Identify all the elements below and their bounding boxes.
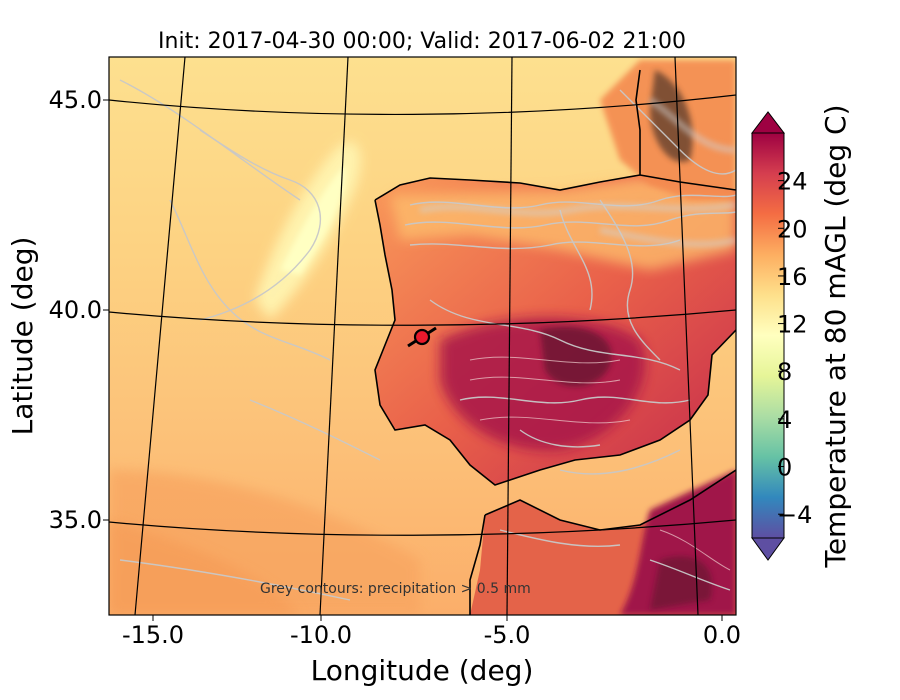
x-tick-label: 0.0 [703, 621, 741, 649]
y-tick-label: 35.0 [49, 506, 102, 534]
x-tick-labels: -15.0 -10.0 -5.0 0.0 [122, 621, 741, 649]
colorbar-ticks [778, 180, 784, 515]
x-axis-label: Longitude (deg) [311, 654, 534, 687]
site-marker [413, 328, 431, 346]
x-tick-label: -10.0 [290, 621, 352, 649]
colorbar-tick-label: 20 [777, 215, 808, 243]
chart-title: Init: 2017-04-30 00:00; Valid: 2017-06-0… [158, 29, 686, 54]
colorbar-tick-label: 12 [777, 311, 808, 339]
colorbar-tick-label: 8 [777, 358, 792, 386]
colorbar-tick-label: 24 [777, 168, 808, 196]
y-axis-label: Latitude (deg) [6, 237, 39, 436]
colorbar-extend-top [750, 111, 786, 134]
x-tick-label: -15.0 [122, 621, 184, 649]
precip-annotation: Grey contours: precipitation > 0.5 mm [260, 581, 531, 597]
colorbar-tick-label: −4 [777, 501, 812, 529]
graticule [109, 57, 736, 615]
colorbar-extend-bottom [751, 537, 785, 561]
colorbar-tick-labels: −4 0 4 8 12 16 20 24 [777, 168, 812, 530]
y-tick-label: 45.0 [49, 86, 102, 114]
y-tick-label: 40.0 [49, 296, 102, 324]
y-tick-labels: 45.0 40.0 35.0 [49, 86, 102, 534]
map-panel: Grey contours: precipitation > 0.5 mm [103, 56, 737, 621]
x-tick-label: -5.0 [484, 621, 531, 649]
map-frame [108, 56, 737, 616]
colorbar: −4 0 4 8 12 16 20 24 Temperature at 80 mAGL (de… [750, 104, 852, 569]
colorbar-tick-label: 4 [777, 406, 792, 434]
colorbar-tick-label: 16 [777, 263, 808, 291]
colorbar-label: Temperature at 80 mAGL (deg C) [819, 104, 852, 568]
colorbar-tick-label: 0 [777, 454, 792, 482]
